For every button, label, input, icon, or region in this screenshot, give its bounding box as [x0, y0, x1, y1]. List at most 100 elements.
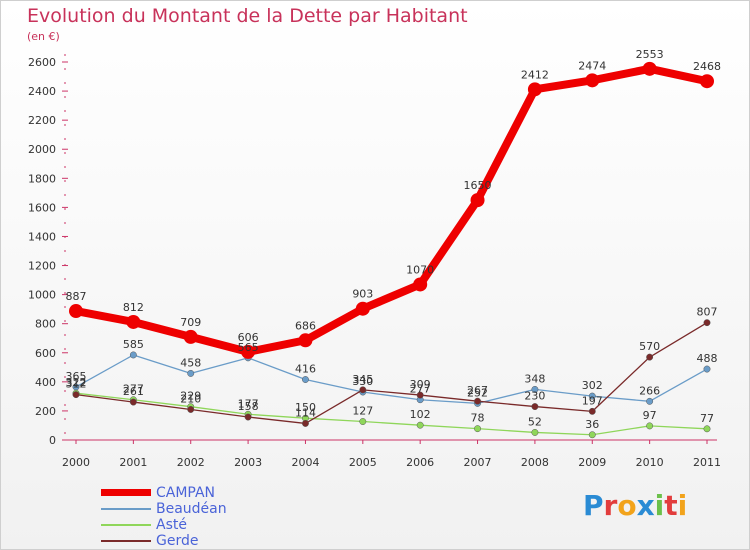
x-tick-label: 2007 — [464, 456, 492, 469]
x-tick-label: 2006 — [406, 456, 434, 469]
y-tick-label: 0 — [49, 434, 56, 447]
data-point-asté — [359, 418, 367, 425]
legend-swatch-aste — [101, 524, 151, 526]
data-label-asté: 229 — [180, 390, 201, 403]
data-point-gerde — [416, 391, 424, 399]
data-label-campan: 2468 — [693, 60, 721, 73]
data-point-campan — [470, 193, 485, 208]
data-label-asté: 36 — [585, 418, 599, 431]
y-tick-label: 2400 — [28, 85, 56, 98]
data-label-gerde: 267 — [467, 384, 488, 397]
data-label-asté: 177 — [238, 397, 259, 410]
data-label-asté: 52 — [528, 415, 542, 428]
data-label-gerde: 807 — [697, 306, 718, 319]
data-label-asté: 127 — [352, 405, 373, 418]
legend-item-campan: CAMPAN — [101, 485, 301, 501]
y-tick-label: 1800 — [28, 172, 56, 185]
data-label-asté: 277 — [123, 383, 144, 396]
y-tick-label: 1400 — [28, 230, 56, 243]
data-label-campan: 903 — [352, 288, 373, 301]
series-line-campan — [72, 64, 711, 356]
data-label-asté: 77 — [700, 412, 714, 425]
series-line-gerde — [75, 322, 708, 425]
data-label-campan: 1070 — [406, 263, 434, 276]
data-label-beaudéan: 252 — [467, 386, 488, 399]
data-label-asté: 102 — [410, 408, 431, 421]
data-label-beaudéan: 585 — [123, 338, 144, 351]
data-point-gerde — [244, 413, 252, 421]
y-tick-label: 1200 — [28, 260, 56, 273]
data-label-beaudéan: 277 — [410, 383, 431, 396]
data-label-beaudéan: 458 — [180, 356, 201, 369]
data-label-campan: 812 — [123, 301, 144, 314]
legend-label-beaudean: Beaudéan — [156, 501, 227, 517]
data-label-asté: 78 — [471, 412, 485, 425]
data-label-campan: 606 — [238, 331, 259, 344]
data-point-asté — [416, 421, 424, 429]
proxiti-logo: Proxiti — [583, 489, 688, 522]
data-point-campan — [183, 329, 198, 344]
y-tick-label: 2600 — [28, 56, 56, 69]
legend-swatch-beaudean — [101, 508, 151, 510]
data-point-gerde — [359, 386, 367, 394]
data-point-campan — [527, 82, 542, 97]
y-tick-label: 1600 — [28, 201, 56, 214]
data-label-campan: 2474 — [578, 59, 606, 72]
data-point-asté — [646, 422, 654, 430]
legend: CAMPAN Beaudéan Asté Gerde — [101, 485, 301, 549]
data-point-gerde — [531, 403, 539, 411]
data-point-campan — [298, 333, 313, 348]
data-label-gerde: 230 — [524, 390, 545, 403]
legend-label-campan: CAMPAN — [156, 485, 216, 501]
data-point-campan — [241, 344, 256, 359]
data-label-campan: 2412 — [521, 68, 549, 81]
data-label-gerde: 114 — [295, 406, 316, 419]
y-tick-label: 2000 — [28, 143, 56, 156]
data-label-asté: 322 — [66, 376, 87, 389]
y-tick-label: 800 — [35, 318, 56, 331]
y-tick-label: 400 — [35, 376, 56, 389]
legend-item-beaudean: Beaudéan — [101, 501, 301, 517]
data-point-campan — [642, 61, 657, 76]
series-line-beaudéan — [75, 354, 708, 405]
data-point-campan — [700, 74, 714, 89]
data-label-asté: 97 — [643, 409, 657, 422]
x-tick-label: 2011 — [693, 456, 721, 469]
data-point-gerde — [646, 353, 654, 361]
data-point-beaudéan — [588, 392, 596, 400]
series-line-asté — [75, 392, 708, 436]
data-label-gerde: 197 — [582, 394, 603, 407]
data-point-beaudéan — [646, 397, 654, 405]
data-point-campan — [355, 301, 370, 316]
data-point-gerde — [474, 397, 481, 405]
y-tick-label: 1000 — [28, 289, 56, 302]
data-label-beaudéan: 330 — [352, 375, 373, 388]
x-tick-label: 2004 — [291, 456, 319, 469]
data-label-gerde: 158 — [238, 400, 259, 413]
data-label-beaudéan: 266 — [639, 384, 660, 397]
data-label-beaudéan: 488 — [697, 352, 718, 365]
data-point-gerde — [187, 406, 195, 413]
data-label-gerde: 570 — [639, 340, 660, 353]
x-tick-label: 2010 — [636, 456, 664, 469]
data-label-gerde: 312 — [66, 378, 87, 391]
data-point-beaudéan — [703, 365, 711, 373]
data-point-campan — [69, 304, 83, 319]
chart-subtitle: (en €) — [27, 30, 60, 43]
data-label-gerde: 210 — [180, 392, 201, 405]
data-point-gerde — [72, 391, 80, 399]
data-point-campan — [126, 314, 141, 329]
y-tick-label: 2200 — [28, 114, 56, 127]
data-point-asté — [703, 425, 711, 433]
data-point-asté — [474, 425, 481, 433]
y-tick-label: 600 — [35, 347, 56, 360]
data-point-beaudéan — [302, 376, 309, 383]
data-label-beaudéan: 348 — [524, 372, 545, 385]
legend-swatch-campan — [101, 489, 151, 496]
legend-label-aste: Asté — [156, 517, 187, 533]
data-point-asté — [531, 428, 539, 436]
data-label-gerde: 261 — [123, 385, 144, 398]
data-point-gerde — [129, 398, 137, 406]
